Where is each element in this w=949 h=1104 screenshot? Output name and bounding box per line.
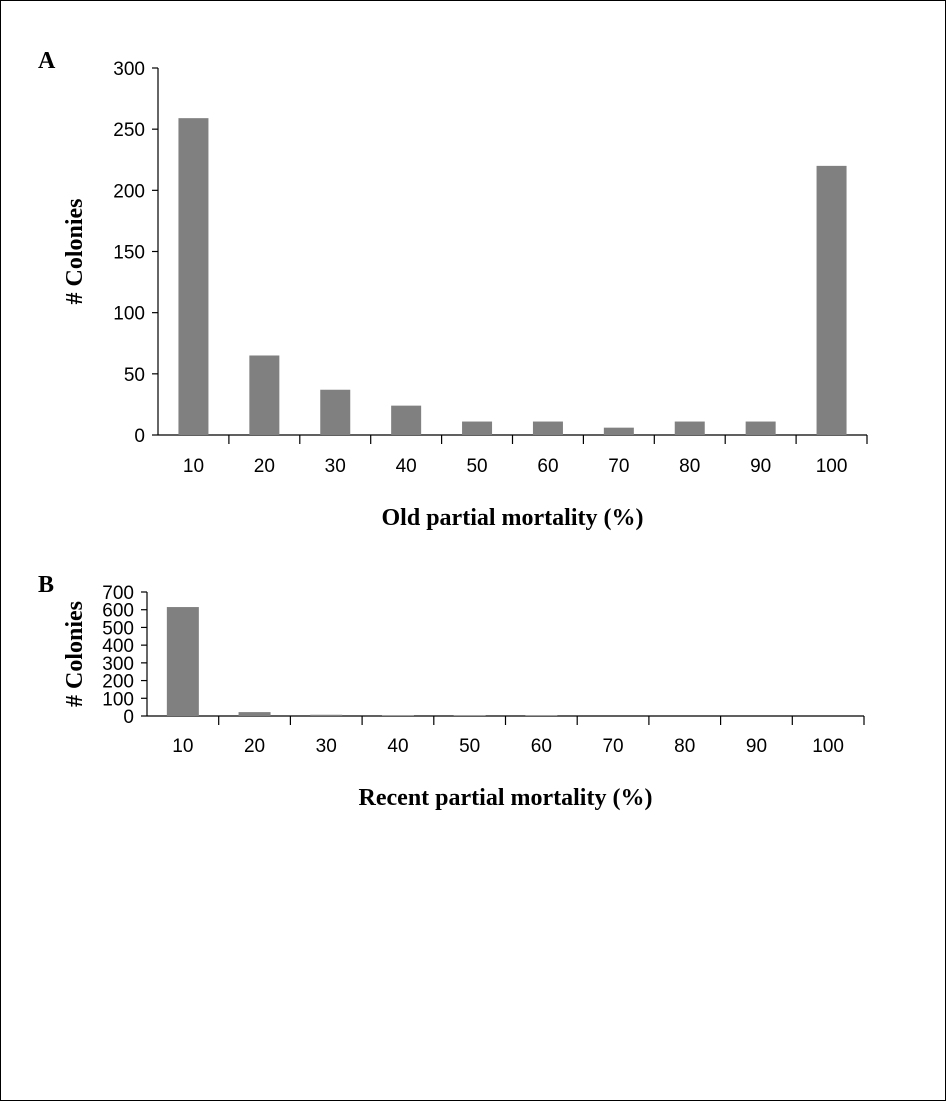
x-tick-label-a: 30 [325,456,346,477]
y-tick-label-a: 300 [113,59,145,80]
x-tick-label-b: 20 [244,736,265,757]
x-tick-label-a: 20 [254,456,275,477]
x-axis-title-b: Recent partial mortality (%) [359,785,653,811]
y-axis-title-a: # Colonies [62,198,88,304]
bar-a-20 [249,355,280,435]
bar-b-20 [238,712,271,716]
x-tick-label-a: 50 [466,456,487,477]
y-tick-label-a: 200 [113,181,145,202]
x-tick-label-a: 70 [608,456,629,477]
x-tick-label-b: 60 [531,736,552,757]
bar-a-50 [462,421,493,435]
x-tick-label-a: 10 [183,456,204,477]
bar-a-30 [320,389,351,435]
y-tick-label-b: 300 [102,654,134,675]
x-tick-label-b: 30 [316,736,337,757]
bar-a-100 [816,165,847,435]
x-tick-label-b: 80 [674,736,695,757]
panel-label-b: B [38,572,54,598]
x-axis-title-a: Old partial mortality (%) [382,505,644,531]
x-tick-label-a: 40 [396,456,417,477]
x-tick-label-b: 70 [602,736,623,757]
x-tick-label-a: 60 [537,456,558,477]
y-tick-label-a: 100 [113,304,145,325]
bar-a-90 [745,421,776,435]
y-tick-label-b: 200 [102,672,134,693]
bar-a-70 [603,427,634,435]
y-axis-title-b: # Colonies [62,601,88,707]
y-tick-label-a: 150 [113,243,145,264]
bar-b-30 [310,714,343,716]
y-tick-label-b: 700 [102,583,134,604]
panel-a: A 0 50 100 150 200 250 300 10 20 30 40 50 60 70 80 90 100… [38,48,868,531]
y-tick-label-b: 400 [102,636,134,657]
bar-a-60 [532,421,563,435]
x-tick-label-b: 90 [746,736,767,757]
panel-label-a: A [38,48,56,74]
y-tick-label-a: 250 [113,120,145,141]
x-tick-label-b: 10 [172,736,193,757]
bar-b-60 [525,715,558,716]
bar-a-10 [178,118,209,435]
y-tick-label-a: 50 [124,365,145,386]
x-tick-label-b: 40 [387,736,408,757]
bar-a-80 [674,421,705,435]
y-tick-label-a: 0 [134,426,145,447]
x-tick-label-a: 100 [816,456,848,477]
bar-a-40 [391,405,422,435]
bar-b-40 [381,715,414,716]
bar-b-10 [166,607,199,716]
y-tick-label-b: 0 [123,707,134,728]
x-tick-label-b: 50 [459,736,480,757]
x-tick-label-a: 80 [679,456,700,477]
x-tick-label-b: 100 [812,736,844,757]
y-tick-label-b: 600 [102,601,134,622]
y-tick-label-b: 500 [102,618,134,639]
y-tick-label-b: 100 [102,689,134,710]
x-tick-label-a: 90 [750,456,771,477]
bar-b-50 [453,715,486,716]
